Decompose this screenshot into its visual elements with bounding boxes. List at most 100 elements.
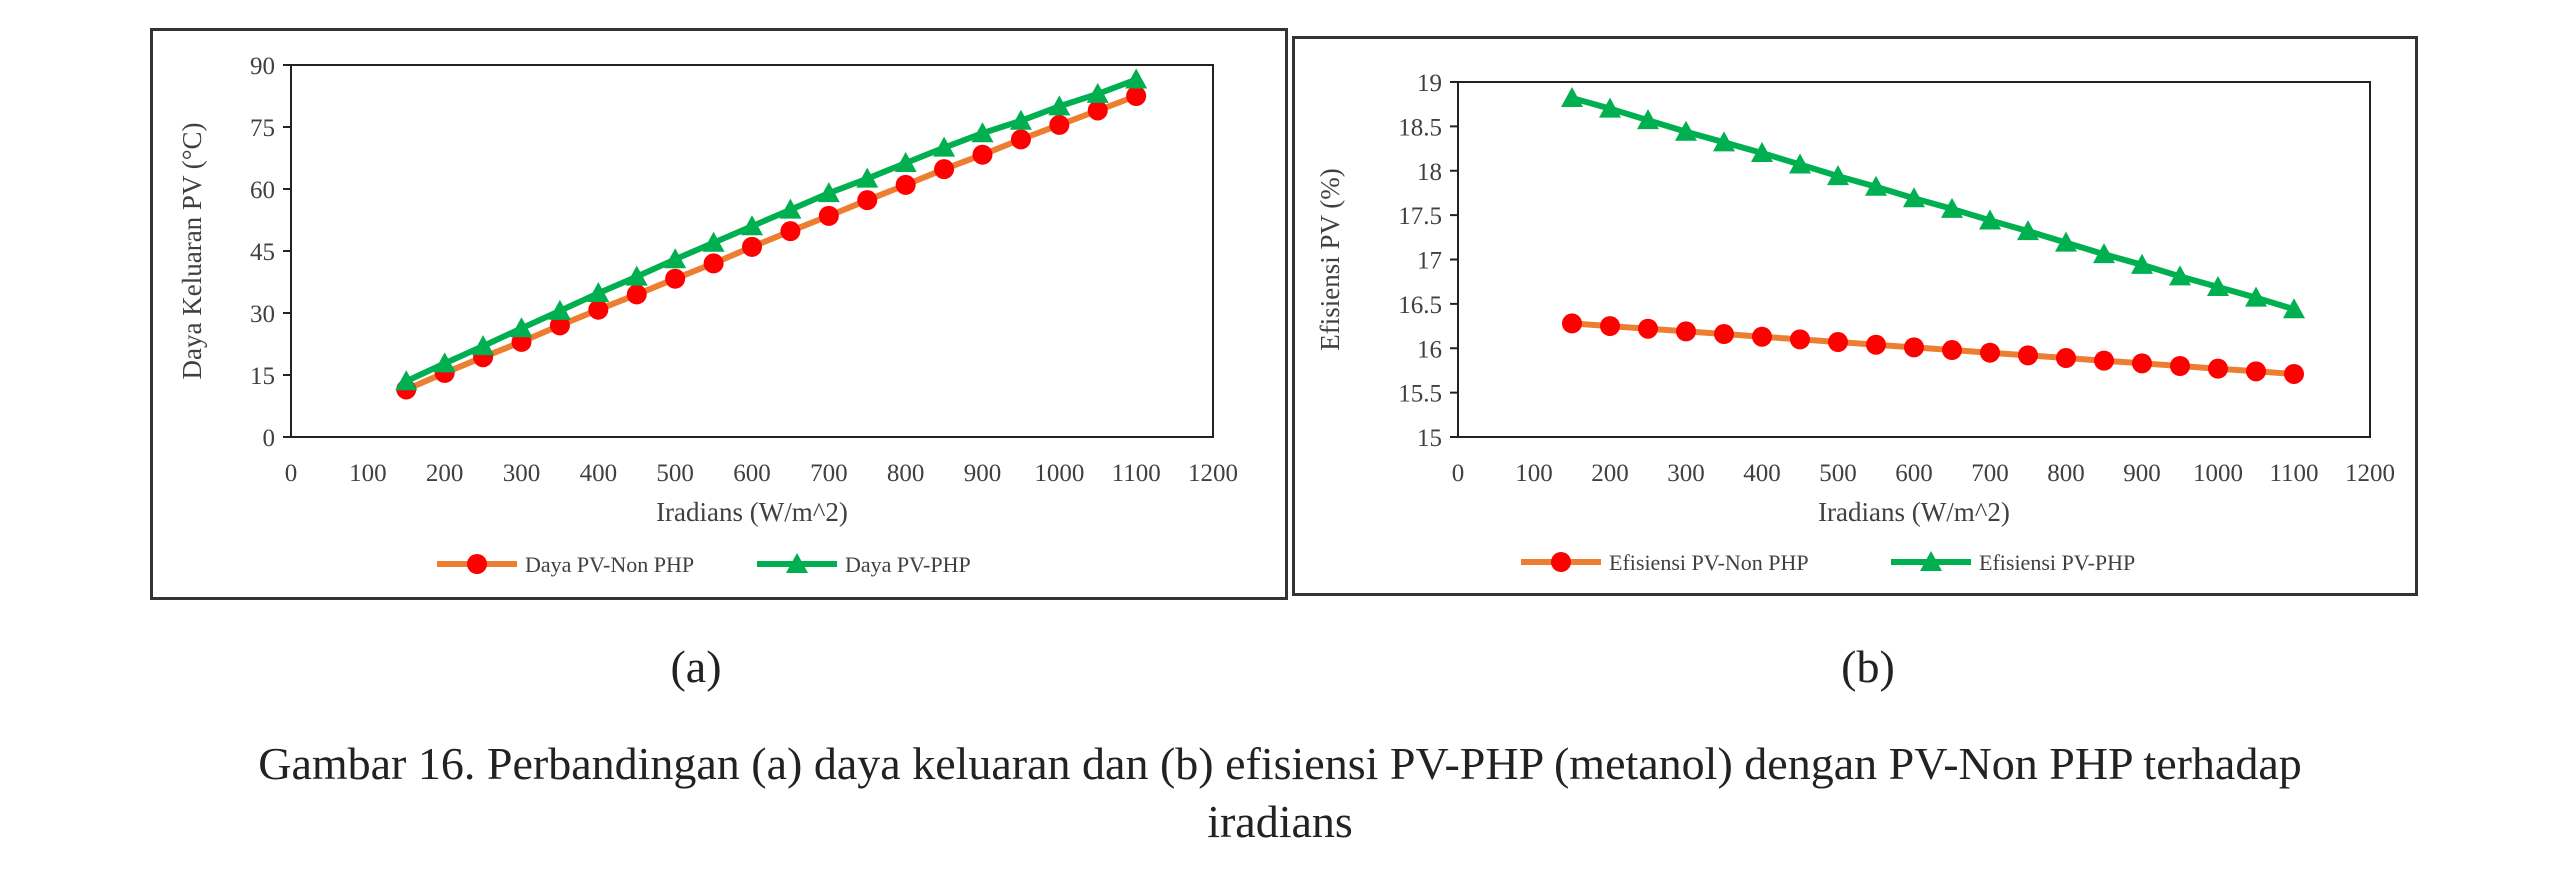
chart-b-x-axis-title: Iradians (W/m^2) bbox=[1818, 497, 2010, 527]
chart-a-series-2-point bbox=[472, 335, 495, 356]
chart-b-series-2-point bbox=[2207, 276, 2229, 297]
chart-a-series-2-point bbox=[856, 167, 879, 188]
chart-b-series-1-point bbox=[1714, 324, 1734, 345]
chart-b-y-tick-label: 19 bbox=[1417, 70, 1442, 97]
chart-a-y-tick-label: 0 bbox=[263, 425, 276, 452]
chart-a-series-1-point bbox=[1049, 114, 1070, 135]
chart-b-series-1-point bbox=[1790, 329, 1810, 350]
chart-a-series-1-point bbox=[626, 284, 647, 305]
chart-b-y-tick-label: 17.5 bbox=[1398, 203, 1442, 230]
chart-b-series-1-point bbox=[1562, 313, 1582, 334]
chart-a-y-tick-label: 75 bbox=[250, 115, 275, 142]
chart-b-series-2-point bbox=[1675, 120, 1697, 141]
chart-a-y-tick-label: 15 bbox=[250, 363, 275, 390]
chart-a-y-tick-label: 60 bbox=[250, 177, 275, 204]
chart-b-series-2-point bbox=[2169, 265, 2191, 286]
chart-a-series-2-point bbox=[510, 317, 533, 338]
chart-a-legend-marker-2 bbox=[786, 553, 808, 573]
chart-a-x-tick-label: 800 bbox=[887, 460, 925, 487]
chart-a-series-1-point bbox=[549, 315, 570, 336]
chart-b-series-1-point bbox=[2018, 345, 2038, 366]
chart-a-series-1-point bbox=[1126, 86, 1147, 106]
chart-b-legend-marker-2 bbox=[1920, 551, 1942, 571]
chart-b-series-2-point bbox=[1903, 187, 1925, 208]
chart-a-y-tick-label: 30 bbox=[250, 301, 275, 328]
chart-b-series-2-point bbox=[2131, 253, 2153, 274]
chart-b-series-1-point bbox=[2208, 358, 2228, 379]
chart-b-legend-marker-1 bbox=[1551, 552, 1571, 572]
chart-b-x-tick-label: 1000 bbox=[2193, 460, 2243, 487]
chart-a-x-tick-label: 100 bbox=[349, 460, 387, 487]
chart-a-series-2-point bbox=[1125, 68, 1148, 89]
chart-b-series-2-point bbox=[2245, 286, 2267, 307]
chart-b-series-2-point bbox=[2055, 231, 2077, 252]
chart-a-series-2-point bbox=[1009, 109, 1032, 130]
chart-b-series-2-point bbox=[1789, 153, 1811, 174]
chart-b-y-tick-label: 17 bbox=[1417, 248, 1442, 275]
chart-a-series-2-point bbox=[395, 370, 418, 391]
chart-b-series-2-point bbox=[1865, 175, 1887, 196]
chart-panel-a: 0 15 30 45 60 75 90 0 100 200 300 400 500 600 700 800 90… bbox=[150, 28, 1288, 600]
chart-b-x-tick-label: 1100 bbox=[2269, 460, 2318, 487]
chart-b-x-tick-label: 1200 bbox=[2345, 460, 2395, 487]
chart-a-series-1-point bbox=[665, 268, 686, 289]
chart-a-x-tick-label: 1000 bbox=[1034, 460, 1084, 487]
chart-a-series-1-point bbox=[703, 253, 724, 274]
chart-a-series-1-point bbox=[742, 236, 762, 257]
chart-b-series-1-point bbox=[1676, 321, 1696, 342]
chart-b-series-2-point bbox=[1561, 86, 1583, 107]
chart-b-plot-area bbox=[1457, 81, 2371, 438]
chart-b-series-1-point bbox=[1942, 340, 1962, 361]
chart-b-series-1-point bbox=[2284, 363, 2304, 384]
chart-a-x-tick-label: 900 bbox=[964, 460, 1002, 487]
chart-a-x-tick-label: 300 bbox=[503, 460, 541, 487]
chart-b-x-tick-label: 300 bbox=[1667, 460, 1705, 487]
chart-a-series-2-point bbox=[779, 198, 802, 219]
chart-b-series-1-point bbox=[2246, 361, 2266, 382]
chart-a-y-tick-label: 90 bbox=[250, 53, 275, 80]
chart-a-series-2-point bbox=[741, 215, 763, 236]
chart-b-x-tick-label: 900 bbox=[2123, 460, 2161, 487]
chart-b-x-tick-label: 0 bbox=[1452, 460, 1465, 487]
chart-b-series-2-point bbox=[1713, 131, 1735, 152]
chart-a-x-axis-title: Iradians (W/m^2) bbox=[656, 497, 848, 527]
chart-b-series-2-point bbox=[1827, 165, 1849, 186]
chart-a-series-2-point bbox=[664, 248, 687, 269]
chart-b-y-tick-label: 16 bbox=[1417, 336, 1442, 363]
chart-b-series-1-point bbox=[1752, 326, 1772, 347]
caption-line-2: iradians bbox=[1207, 796, 1353, 847]
chart-b-series-1-point bbox=[1828, 332, 1848, 353]
chart-a-series-1-point bbox=[972, 144, 993, 165]
chart-b-series-2-point bbox=[1599, 97, 1621, 118]
subfigure-label-a: (a) bbox=[670, 641, 722, 692]
chart-b-y-tick-label: 16.5 bbox=[1398, 292, 1442, 319]
chart-b-x-tick-label: 800 bbox=[2047, 460, 2085, 487]
chart-a-x-tick-label: 0 bbox=[285, 460, 298, 487]
chart-b-x-tick-label: 200 bbox=[1591, 460, 1629, 487]
chart-b-y-tick-label: 15 bbox=[1417, 425, 1442, 452]
chart-b-series-2-point bbox=[2093, 243, 2115, 264]
chart-a-y-tick-label: 45 bbox=[250, 239, 275, 266]
chart-b-series-1-point bbox=[1638, 318, 1658, 339]
chart-a-series-2-point bbox=[817, 182, 840, 203]
chart-b-series-2-point bbox=[2283, 298, 2305, 319]
chart-a-series-1-point bbox=[895, 174, 916, 195]
chart-a-series-2-point bbox=[587, 282, 610, 303]
chart-b-y-axis-title: Efisiensi PV (%) bbox=[1315, 168, 1345, 351]
chart-b-y-tick-label: 18.5 bbox=[1398, 114, 1442, 141]
chart-a-series-2-point bbox=[433, 352, 456, 373]
chart-b-series-1-point bbox=[2094, 350, 2114, 371]
chart-a-series-2-point bbox=[894, 151, 917, 172]
chart-b-y-tick-label: 15.5 bbox=[1398, 381, 1442, 408]
subfigure-label-b: (b) bbox=[1841, 641, 1895, 692]
chart-b-series-1-point bbox=[1904, 337, 1924, 358]
chart-b-x-tick-label: 400 bbox=[1743, 460, 1781, 487]
chart-b-x-tick-label: 500 bbox=[1819, 460, 1857, 487]
chart-b-x-tick-label: 700 bbox=[1971, 460, 2009, 487]
chart-a-series-1-point bbox=[1087, 100, 1108, 121]
chart-b-series-2-point bbox=[2017, 220, 2039, 241]
chart-b-legend-label-1: Efisiensi PV-Non PHP bbox=[1609, 550, 1809, 575]
chart-a-x-tick-label: 200 bbox=[426, 460, 464, 487]
chart-a-legend-label-2: Daya PV-PHP bbox=[845, 552, 971, 577]
